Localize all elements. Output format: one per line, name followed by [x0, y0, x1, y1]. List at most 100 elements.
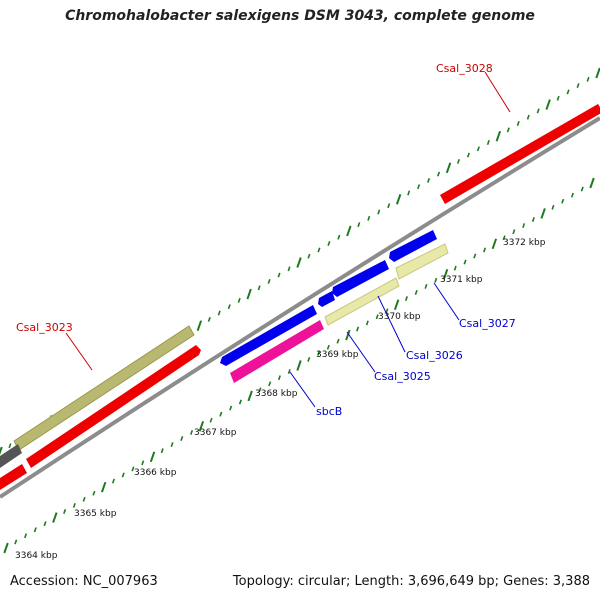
gene-label-csal-3023[interactable]: Csal_3023 [16, 321, 73, 334]
gene-label-csal-3025[interactable]: Csal_3025 [374, 370, 431, 383]
tick-mark [442, 268, 449, 280]
gene-label-csal-3026[interactable]: Csal_3026 [406, 349, 463, 362]
tick-mark [336, 338, 340, 344]
tick-mark [456, 158, 460, 164]
tick-mark [238, 399, 242, 405]
feature-f3[interactable] [220, 305, 317, 366]
tick-mark [589, 177, 595, 189]
tick-mark [268, 381, 272, 387]
tick-mark [473, 253, 477, 259]
tick-mark [356, 326, 360, 332]
tick-mark [506, 127, 510, 133]
tick-mark [92, 490, 96, 496]
feature-f10[interactable] [0, 464, 27, 490]
kbp-label: 3366 kbp [134, 468, 177, 478]
tick-mark [317, 247, 321, 253]
gene-label-csal-3028[interactable]: Csal_3028 [436, 62, 493, 75]
tick-mark [404, 296, 408, 302]
tick-mark [307, 356, 311, 362]
tick-mark [227, 304, 231, 310]
tick-mark [385, 308, 389, 314]
tick-mark [82, 496, 86, 502]
kbp-label: 3368 kbp [255, 389, 298, 399]
feature-f4[interactable] [318, 291, 335, 307]
tick-mark [229, 405, 233, 411]
inner-tick-track [3, 177, 595, 554]
tick-mark [277, 272, 281, 278]
tick-mark [556, 95, 560, 101]
tick-mark [377, 209, 381, 215]
tick-mark [33, 527, 37, 533]
feature-f9[interactable] [26, 345, 201, 468]
gene-label-sbcb[interactable]: sbcB [316, 405, 342, 418]
feature-f5[interactable] [332, 260, 389, 297]
feature-f12[interactable] [0, 444, 22, 468]
tick-mark [8, 443, 12, 449]
tick-mark [387, 203, 391, 209]
connector-csal-3026 [377, 295, 406, 353]
kbp-label: 3364 kbp [15, 551, 58, 561]
tick-mark [427, 177, 431, 183]
tick-mark [357, 222, 361, 228]
tick-mark [531, 217, 535, 222]
tick-mark [586, 76, 590, 82]
connector-csal-3027 [433, 282, 460, 321]
genome-summary-text: Topology: circular; Length: 3,696,649 bp… [232, 574, 590, 589]
gene-label-csal-3027[interactable]: Csal_3027 [459, 317, 516, 330]
tick-mark [287, 266, 291, 272]
tick-mark [198, 420, 205, 432]
connector-csal-3023 [65, 332, 93, 371]
kbp-label: 3369 kbp [316, 350, 359, 360]
connector-csal-3025 [346, 331, 376, 373]
connector-csal-3028 [484, 71, 511, 113]
kbp-label: 3367 kbp [194, 428, 237, 438]
tick-mark [0, 446, 3, 455]
tick-mark [217, 310, 221, 316]
tick-mark [522, 223, 526, 229]
feature-f2[interactable] [395, 243, 449, 280]
tick-mark [327, 241, 331, 246]
map-title: Chromohalobacter salexigens DSM 3043, co… [65, 8, 535, 24]
tick-mark [121, 472, 125, 478]
tick-mark [337, 234, 341, 240]
tick-mark [257, 285, 261, 291]
tick-mark [495, 130, 502, 142]
tick-mark [570, 192, 574, 198]
tick-mark [407, 190, 411, 196]
tick-mark [180, 436, 184, 441]
tick-mark [595, 67, 600, 79]
tick-mark [536, 108, 540, 114]
tick-mark [512, 229, 516, 235]
tick-mark [246, 288, 252, 300]
feature-f7[interactable] [230, 320, 324, 383]
tick-mark [237, 297, 241, 303]
tick-mark [561, 198, 565, 204]
feature-f1[interactable] [324, 277, 400, 326]
feature-f8[interactable] [440, 104, 600, 204]
tick-mark [417, 184, 421, 190]
tick-mark [434, 277, 438, 283]
kbp-label: 3370 kbp [378, 312, 421, 322]
gene-labels: Csal_3028 Csal_3023 sbcB Csal_3025 Csal_… [16, 62, 516, 418]
tick-mark [207, 316, 211, 322]
tick-mark [466, 152, 470, 158]
kbp-label: 3372 kbp [503, 238, 546, 248]
kbp-label: 3371 kbp [440, 275, 483, 285]
tick-mark [486, 140, 490, 145]
tick-mark [453, 265, 457, 271]
tick-mark [141, 460, 145, 466]
tick-mark [502, 235, 506, 241]
feature-f6[interactable] [389, 230, 437, 262]
tick-mark [483, 247, 487, 253]
label-connectors [65, 71, 511, 408]
tick-mark [258, 387, 262, 393]
tick-mark [63, 509, 67, 514]
tick-mark [52, 512, 58, 523]
tick-mark [296, 257, 302, 268]
tick-mark [196, 320, 203, 332]
tick-mark [566, 89, 570, 95]
tick-mark [365, 320, 369, 326]
tick-mark [576, 83, 580, 89]
tick-mark [14, 539, 18, 545]
